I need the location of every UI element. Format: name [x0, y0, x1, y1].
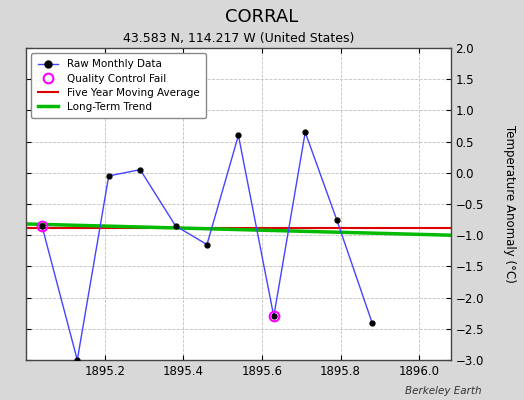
Legend: Raw Monthly Data, Quality Control Fail, Five Year Moving Average, Long-Term Tren: Raw Monthly Data, Quality Control Fail, …: [31, 53, 206, 118]
Y-axis label: Temperature Anomaly (°C): Temperature Anomaly (°C): [504, 125, 517, 283]
Title: 43.583 N, 114.217 W (United States): 43.583 N, 114.217 W (United States): [123, 32, 354, 46]
Text: CORRAL: CORRAL: [225, 8, 299, 26]
Text: Berkeley Earth: Berkeley Earth: [406, 386, 482, 396]
